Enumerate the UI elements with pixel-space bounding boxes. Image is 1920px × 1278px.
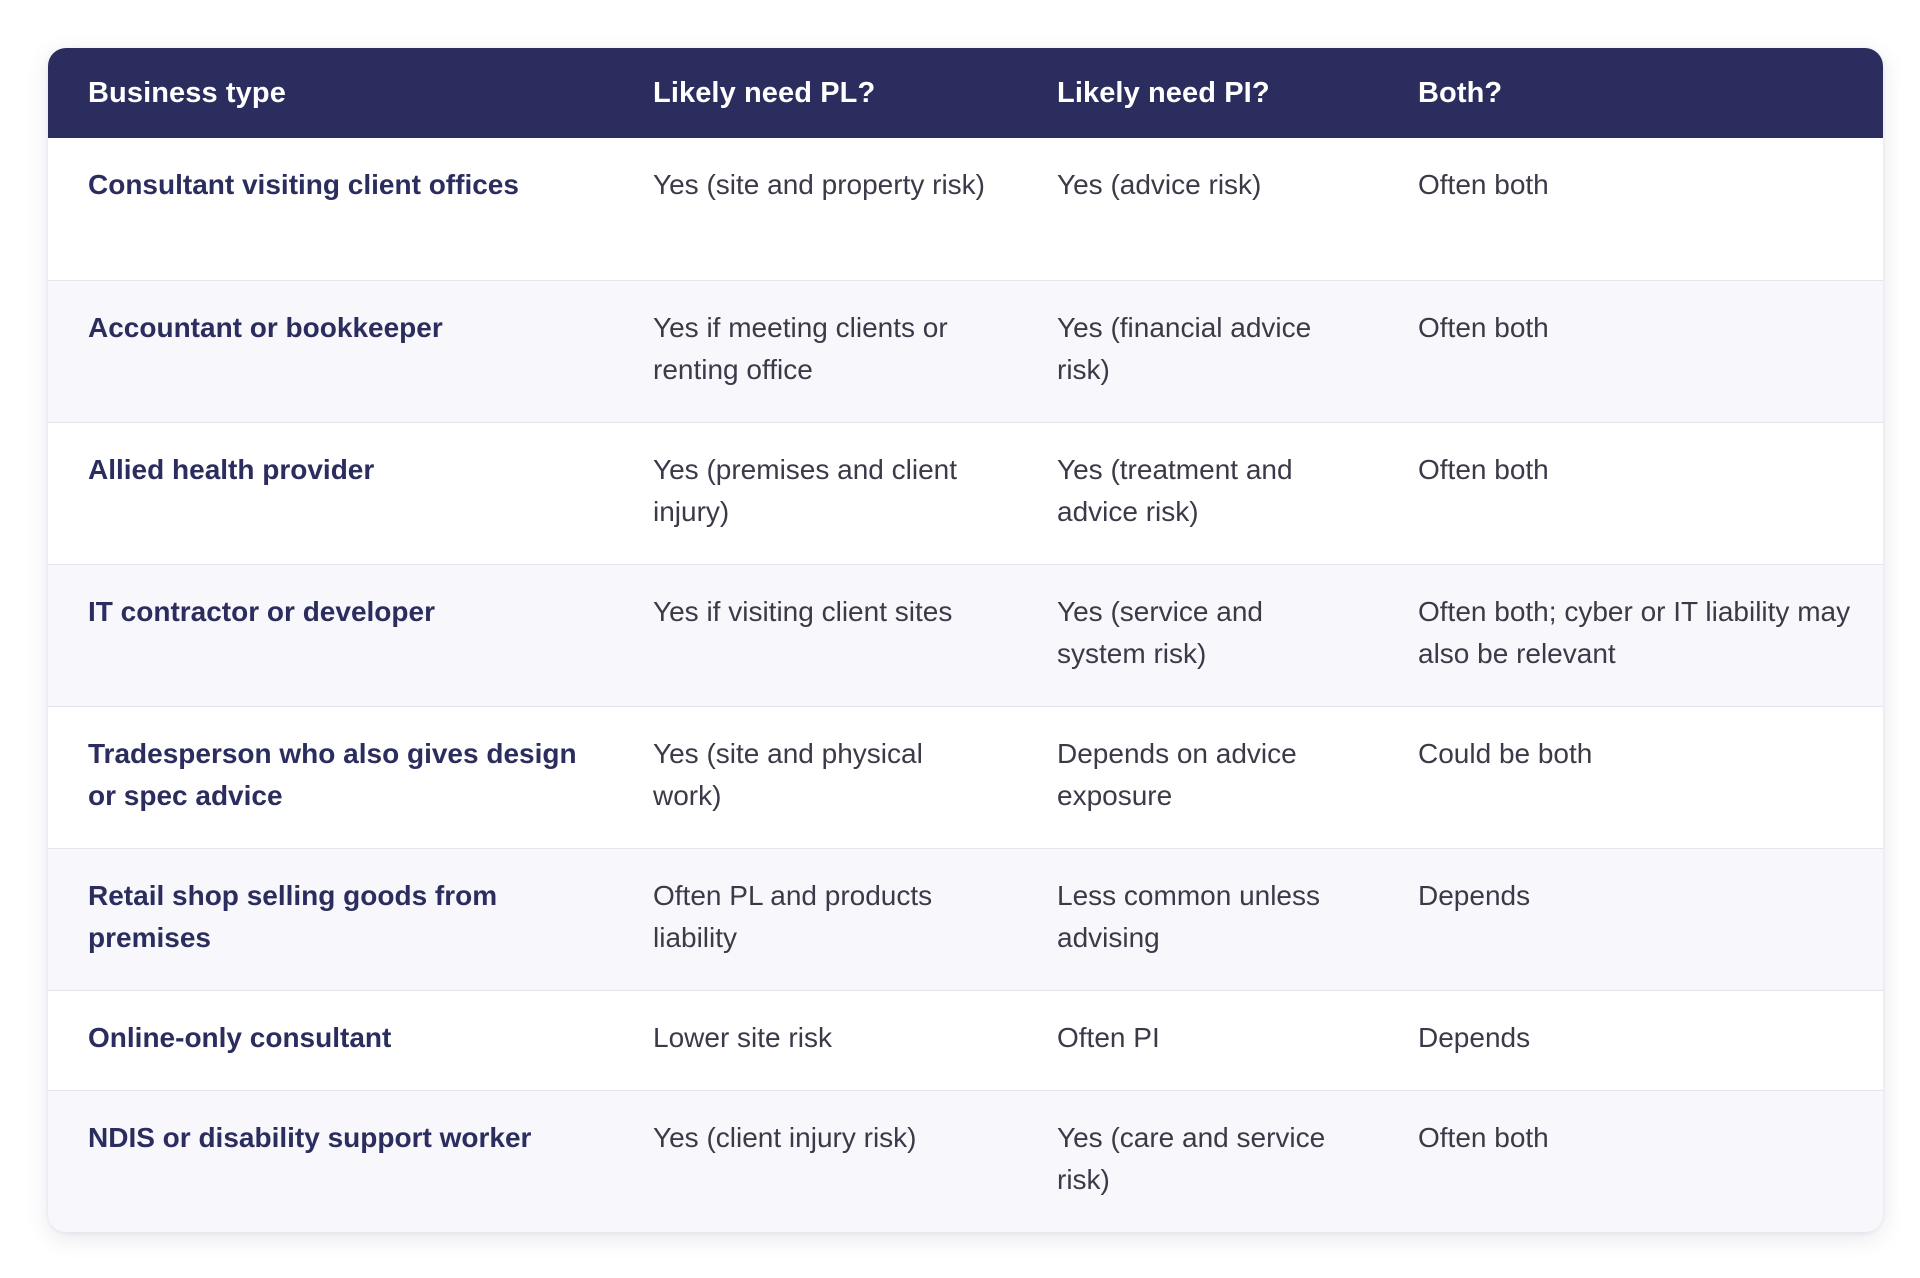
- cell-pi: Depends on advice exposure: [1057, 737, 1297, 811]
- table-row: Tradesperson who also gives design or sp…: [48, 706, 1883, 848]
- cell-both: Often both: [1418, 311, 1549, 343]
- cell-both: Often both; cyber or IT liability may al…: [1418, 595, 1851, 669]
- cell-pl: Yes (client injury risk): [653, 1121, 917, 1153]
- table-row: Allied health provider Yes (premises and…: [48, 422, 1883, 564]
- table-row: IT contractor or developer Yes if visiti…: [48, 564, 1883, 706]
- table-row: Online-only consultant Lower site risk O…: [48, 990, 1883, 1090]
- cell-both: Depends: [1418, 879, 1531, 911]
- cell-pl: Yes if visiting client sites: [653, 595, 953, 627]
- cell-pi: Yes (treatment and advice risk): [1057, 453, 1293, 527]
- cell-both: Often both: [1418, 169, 1549, 200]
- cell-pl: Yes (premises and client injury): [653, 453, 958, 527]
- header-both: Both?: [1418, 76, 1503, 109]
- cell-pl: Yes (site and physical work): [653, 737, 923, 811]
- table-body: Consultant visiting client offices Yes (…: [48, 138, 1883, 1232]
- cell-pi: Yes (service and system risk): [1057, 595, 1263, 669]
- cell-business-type: Retail shop selling goods from premises: [88, 879, 498, 953]
- cell-pl: Often PL and products liability: [653, 879, 933, 953]
- cell-business-type: Allied health provider: [88, 453, 375, 485]
- cell-pi: Yes (care and service risk): [1057, 1121, 1326, 1195]
- cell-both: Often both: [1418, 1121, 1549, 1153]
- cell-pi: Less common unless advising: [1057, 879, 1321, 953]
- table-header: Business type Likely need PL? Likely nee…: [48, 48, 1883, 138]
- header-likely-need-pi: Likely need PI?: [1057, 76, 1270, 109]
- cell-business-type: Accountant or bookkeeper: [88, 311, 443, 343]
- cell-both: Depends: [1418, 1021, 1531, 1053]
- cell-both: Often both: [1418, 453, 1549, 485]
- insurance-comparison-table: Business type Likely need PL? Likely nee…: [48, 48, 1883, 1232]
- cell-pl: Yes if meeting clients or renting office: [653, 311, 948, 385]
- table-row: Retail shop selling goods from premises …: [48, 848, 1883, 990]
- cell-business-type: Tradesperson who also gives design or sp…: [88, 737, 577, 811]
- header-likely-need-pl: Likely need PL?: [653, 76, 876, 109]
- cell-business-type: IT contractor or developer: [88, 595, 435, 627]
- table-row: NDIS or disability support worker Yes (c…: [48, 1090, 1883, 1232]
- cell-pi: Often PI: [1057, 1021, 1160, 1053]
- comparison-table-card: Business type Likely need PL? Likely nee…: [48, 48, 1883, 1232]
- cell-both: Could be both: [1418, 737, 1593, 769]
- cell-pl: Lower site risk: [653, 1021, 832, 1053]
- table-row: Accountant or bookkeeper Yes if meeting …: [48, 280, 1883, 422]
- header-row: Business type Likely need PL? Likely nee…: [48, 48, 1883, 138]
- header-business-type: Business type: [88, 76, 286, 109]
- cell-business-type: NDIS or disability support worker: [88, 1121, 532, 1153]
- cell-pi: Yes (advice risk): [1057, 169, 1262, 200]
- cell-business-type: Consultant visiting client offices: [88, 169, 519, 200]
- cell-pi: Yes (financial advice risk): [1057, 311, 1312, 385]
- cell-pl: Yes (site and property risk): [653, 169, 985, 200]
- table-row: Consultant visiting client offices Yes (…: [48, 138, 1883, 280]
- cell-business-type: Online-only consultant: [88, 1021, 392, 1053]
